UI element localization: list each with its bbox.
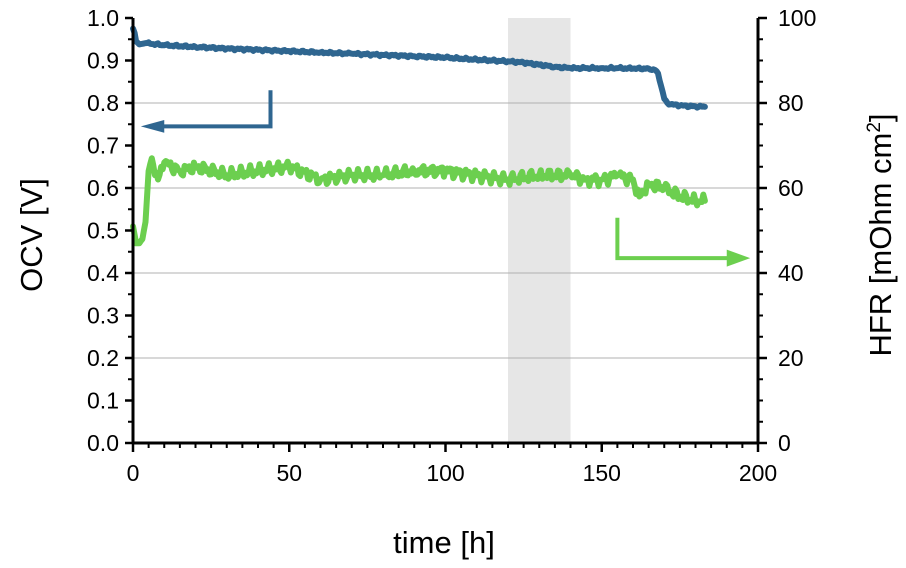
ocv-arrow-line xyxy=(151,90,273,129)
series-line-hfr xyxy=(130,155,708,247)
grid-layer xyxy=(133,102,758,359)
y-right-axis-title-close: ] xyxy=(863,113,898,122)
x-tick-label: 50 xyxy=(276,460,302,486)
y-left-tick-label: 0.3 xyxy=(87,303,119,329)
y-left-tick-label: 0.6 xyxy=(87,175,119,201)
series-layer xyxy=(130,25,708,247)
series-line-ocv xyxy=(130,25,708,111)
y-right-tick-label: 20 xyxy=(778,345,804,371)
y-right-tick-label: 80 xyxy=(778,90,804,116)
y-left-tick-label: 0.1 xyxy=(87,388,119,414)
y-right-tick-label: 60 xyxy=(778,175,804,201)
axes-layer xyxy=(131,18,760,445)
y-left-tick-label: 0.4 xyxy=(87,260,119,286)
y-left-tick-label: 0.8 xyxy=(87,90,119,116)
y-left-tick-label: 1.0 xyxy=(87,5,119,31)
y-left-tick-label: 0.5 xyxy=(87,218,119,244)
y-left-tick-label: 0.2 xyxy=(87,345,119,371)
x-tick-label: 0 xyxy=(127,460,140,486)
x-axis-title: time [h] xyxy=(393,525,495,560)
y-right-axis-title: HFR [mOhm cm2] xyxy=(863,113,898,356)
y-right-tick-label: 0 xyxy=(778,430,791,456)
shaded-region-layer xyxy=(508,18,571,443)
y-right-tick-label: 40 xyxy=(778,260,804,286)
y-left-axis-title: OCV [V] xyxy=(14,178,49,292)
y-right-tick-label: 100 xyxy=(778,5,816,31)
y-right-axis-title-main: HFR [mOhm cm xyxy=(863,133,898,357)
y-right-axis-title-sup: 2 xyxy=(864,122,885,133)
y-left-tick-label: 0.9 xyxy=(87,48,119,74)
x-tick-label: 100 xyxy=(426,460,464,486)
hfr-arrow-head xyxy=(726,249,751,267)
y-left-tick-label: 0.0 xyxy=(87,430,119,456)
x-tick-label: 150 xyxy=(583,460,621,486)
ocv-arrow-head xyxy=(140,120,165,133)
x-tick-label: 200 xyxy=(739,460,777,486)
y-left-tick-label: 0.7 xyxy=(87,133,119,159)
hfr-arrow-line xyxy=(615,217,737,261)
shaded-region xyxy=(508,18,571,443)
annotation-layer xyxy=(140,90,751,267)
ticks-layer: 0.0 0.1 0.2 0.3 0.4 0.5 0.6 0.7 0.8 0.9 1.0 0 20 40 60… xyxy=(87,5,816,486)
